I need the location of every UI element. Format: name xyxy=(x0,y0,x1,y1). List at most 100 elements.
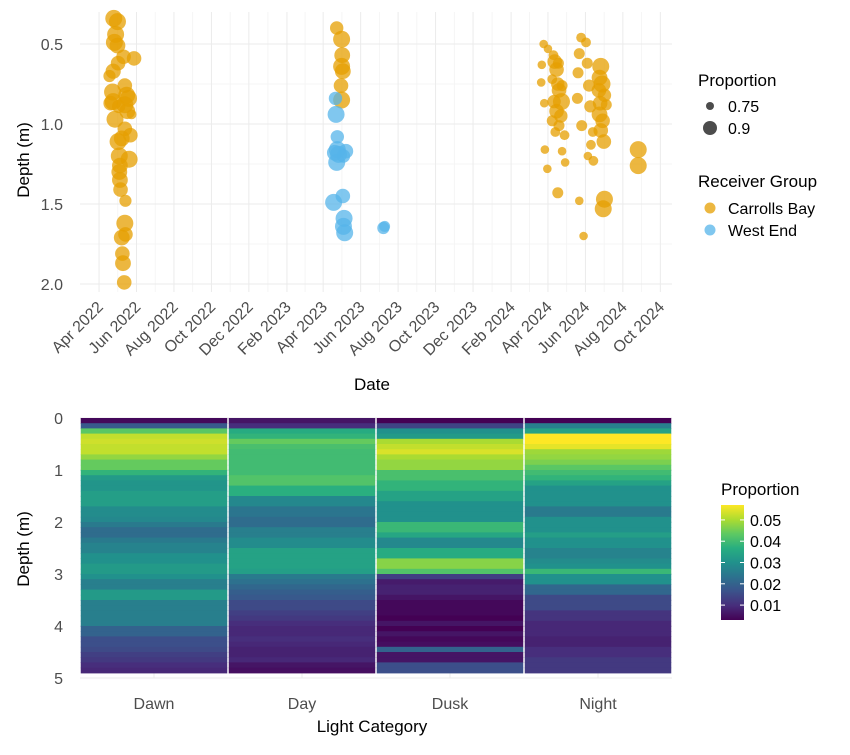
colorbar-title: Proportion xyxy=(721,480,799,499)
heatmap-cell-dusk xyxy=(376,418,524,424)
heatmap-cell-dawn xyxy=(80,626,228,632)
heatmap-x-tick-label: Day xyxy=(288,696,316,713)
point-carrolls-bay xyxy=(573,48,585,60)
heatmap-cell-day xyxy=(228,532,376,539)
point-carrolls-bay xyxy=(559,130,570,141)
heatmap-y-tick-label: 3 xyxy=(54,567,63,584)
heatmap-cell-dawn xyxy=(80,464,228,471)
scatter-points xyxy=(103,9,647,290)
point-carrolls-bay xyxy=(552,187,564,199)
heatmap-cell-dusk xyxy=(376,574,524,580)
heatmap-cells xyxy=(80,418,672,674)
heatmap-cell-day xyxy=(228,516,376,523)
heatmap-cell-day xyxy=(228,475,376,481)
heatmap-cell-dusk xyxy=(376,626,524,632)
point-carrolls-bay xyxy=(113,182,128,197)
heatmap-cell-night xyxy=(524,501,672,507)
heatmap-cell-night xyxy=(524,579,672,585)
heatmap-cell-dusk xyxy=(376,527,524,533)
heatmap-cell-dawn xyxy=(80,574,228,580)
heatmap-cell-day xyxy=(228,579,376,585)
heatmap-cell-dusk xyxy=(376,516,524,523)
colorbar-tick-label: 0.04 xyxy=(750,534,781,551)
heatmap-cell-dawn xyxy=(80,428,228,435)
point-west-end xyxy=(336,224,354,242)
heatmap-cell-night xyxy=(524,605,672,611)
colorbar xyxy=(721,505,744,620)
heatmap-cell-day xyxy=(228,615,376,622)
heatmap-cell-dusk xyxy=(376,667,524,674)
heatmap-cell-day xyxy=(228,589,376,596)
point-carrolls-bay xyxy=(543,44,553,54)
heatmap-cell-night xyxy=(524,438,672,445)
color-legend-label-carrolls-bay: Carrolls Bay xyxy=(728,201,815,218)
heatmap-cell-dusk xyxy=(376,485,524,492)
color-legend-label-west-end: West End xyxy=(728,223,797,240)
heatmap-cell-day xyxy=(228,449,376,455)
heatmap-cell-dusk xyxy=(376,464,524,471)
heatmap-cell-dusk xyxy=(376,438,524,445)
heatmap-cell-dawn xyxy=(80,568,228,575)
heatmap-cell-dusk xyxy=(376,490,524,497)
heatmap-cell-dusk xyxy=(376,501,524,507)
heatmap-cell-day xyxy=(228,444,376,450)
heatmap-cell-day xyxy=(228,600,376,606)
heatmap-cell-dusk xyxy=(376,563,524,570)
heatmap-cell-dawn xyxy=(80,594,228,601)
heatmap-cell-day xyxy=(228,626,376,632)
point-carrolls-bay xyxy=(333,30,351,48)
heatmap-cell-dawn xyxy=(80,652,228,658)
heatmap-cell-day xyxy=(228,662,376,669)
heatmap-cell-dawn xyxy=(80,532,228,539)
heatmap-cell-dawn xyxy=(80,553,228,559)
size-legend-key-large xyxy=(703,121,717,135)
heatmap-cell-dawn xyxy=(80,615,228,622)
heatmap-cell-night xyxy=(524,464,672,471)
point-carrolls-bay xyxy=(126,109,137,120)
heatmap-cell-day xyxy=(228,610,376,617)
point-carrolls-bay xyxy=(109,133,127,151)
heatmap-y-tick-label: 5 xyxy=(54,671,63,688)
heatmap-cell-day xyxy=(228,605,376,611)
heatmap-x-axis-title: Light Category xyxy=(317,717,428,736)
heatmap-cell-night xyxy=(524,454,672,461)
point-carrolls-bay xyxy=(579,231,588,241)
heatmap-cell-day xyxy=(228,428,376,435)
heatmap-cell-night xyxy=(524,542,672,549)
heatmap-x-tick-label: Night xyxy=(579,696,617,713)
heatmap-cell-dawn xyxy=(80,496,228,502)
heatmap-cell-dawn xyxy=(80,657,228,663)
colorbar-tick-label: 0.03 xyxy=(750,556,781,573)
heatmap-cell-night xyxy=(524,615,672,622)
size-legend-label-large: 0.9 xyxy=(728,121,750,138)
point-carrolls-bay xyxy=(536,78,546,87)
heatmap-cell-dusk xyxy=(376,584,524,591)
heatmap-cell-dusk xyxy=(376,444,524,450)
heatmap-cell-night xyxy=(524,558,672,565)
heatmap-cell-day xyxy=(228,423,376,429)
colorbar-tick-label: 0.02 xyxy=(750,577,781,594)
heatmap-cell-day xyxy=(228,548,376,554)
heatmap-cell-night xyxy=(524,626,672,632)
point-carrolls-bay xyxy=(552,57,564,69)
heatmap-cell-night xyxy=(524,485,672,492)
heatmap-cell-dawn xyxy=(80,548,228,554)
heatmap-cell-day xyxy=(228,594,376,601)
heatmap-panel: 0 1 2 3 4 5 Dawn Day Dusk Night Depth (m) Light … xyxy=(14,411,799,736)
heatmap-cell-day xyxy=(228,568,376,575)
point-carrolls-bay xyxy=(594,200,612,218)
heatmap-cell-day xyxy=(228,620,376,627)
heatmap-x-tick-label: Dawn xyxy=(134,696,175,713)
heatmap-cell-night xyxy=(524,600,672,606)
heatmap-cell-dusk xyxy=(376,433,524,440)
heatmap-cell-day xyxy=(228,652,376,658)
heatmap-cell-night xyxy=(524,553,672,559)
point-west-end xyxy=(336,149,351,163)
colorbar-tick-label: 0.01 xyxy=(750,598,781,615)
point-carrolls-bay xyxy=(113,229,130,246)
heatmap-cell-dawn xyxy=(80,454,228,461)
colorbar-tick-label: 0.05 xyxy=(750,513,781,530)
point-carrolls-bay xyxy=(116,275,132,290)
